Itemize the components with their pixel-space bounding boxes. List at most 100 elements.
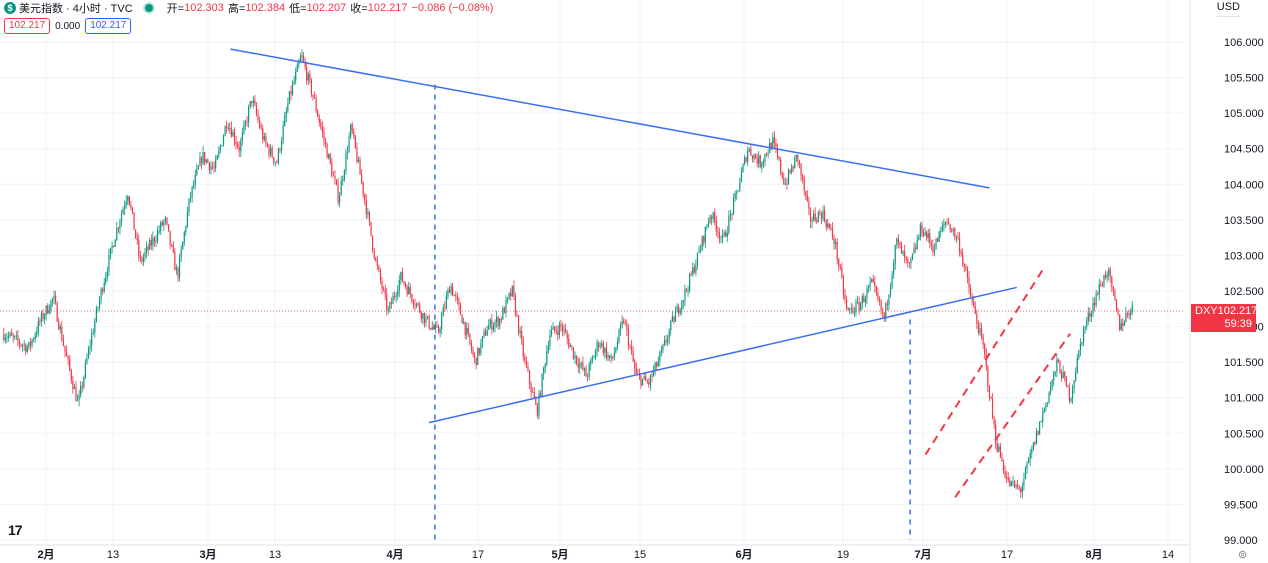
- candle-body: [1128, 313, 1130, 316]
- bar-countdown: 59:39: [1224, 318, 1252, 330]
- candle-body: [918, 236, 920, 240]
- candle-body: [596, 342, 598, 352]
- candle-body: [813, 213, 815, 221]
- candle-body: [838, 259, 840, 267]
- candle-body: [43, 315, 46, 320]
- candle-body: [522, 340, 524, 357]
- candle-body: [1012, 480, 1014, 482]
- price-axis[interactable]: 106.000 105.500 105.000 104.500 104.000 103.5…: [1189, 0, 1264, 563]
- candle-body: [593, 357, 595, 359]
- candle-body: [668, 330, 670, 339]
- candle-body: [72, 380, 74, 390]
- time-axis[interactable]: 2月 13 3月 13 4月 17 5月 15 6月 19 7月 17 8月 14: [0, 544, 1190, 561]
- candle-body: [470, 343, 473, 351]
- candle-body: [502, 308, 504, 320]
- candle-body: [136, 237, 138, 240]
- candle-body: [153, 237, 156, 242]
- candle-body: [966, 269, 969, 278]
- candle-body: [517, 315, 520, 333]
- candle-body: [969, 288, 972, 297]
- y-tick-label: 99.500: [1224, 499, 1258, 511]
- candle-body: [1017, 485, 1019, 487]
- currency-selector[interactable]: USD: [1216, 0, 1240, 17]
- candle-body: [464, 322, 466, 335]
- candle-body: [541, 373, 543, 396]
- candle-body: [144, 252, 146, 257]
- candle-body: [1024, 467, 1027, 479]
- price-tag-price: 102.217: [1217, 305, 1258, 317]
- candle-body: [266, 143, 269, 147]
- settings-icon[interactable]: ⊚: [1238, 549, 1248, 561]
- candle-body: [178, 257, 181, 278]
- candle-body: [364, 194, 366, 201]
- candle-body: [186, 211, 189, 227]
- candle-body: [246, 121, 248, 123]
- candle-body: [403, 281, 405, 284]
- candle-body: [147, 246, 149, 250]
- candle-body: [326, 144, 328, 159]
- candle-body: [894, 245, 896, 264]
- candle-body: [904, 251, 906, 257]
- candle-body: [103, 282, 105, 292]
- candle-body: [138, 239, 140, 256]
- candle-body: [745, 157, 747, 162]
- candle-body: [886, 303, 888, 305]
- candle-body: [357, 159, 360, 162]
- candle-body: [1020, 488, 1022, 493]
- candle-body: [612, 356, 614, 358]
- candle-body: [1071, 388, 1074, 399]
- x-tick-label: 13: [269, 549, 281, 561]
- candle-body: [893, 263, 895, 275]
- candle-body: [411, 294, 413, 301]
- candle-body: [485, 331, 487, 336]
- candle-body: [836, 241, 838, 260]
- candle-body: [977, 324, 980, 334]
- candle-body: [42, 313, 44, 320]
- candle-body: [1050, 387, 1052, 393]
- candle-body: [662, 344, 664, 351]
- candle-body: [1023, 478, 1025, 486]
- candle-body: [56, 302, 58, 322]
- candle-body: [871, 279, 873, 283]
- ask-price-box[interactable]: 102.217: [85, 18, 132, 34]
- candle-body: [431, 327, 433, 330]
- y-tick-label: 105.000: [1224, 108, 1264, 120]
- candle-body: [905, 256, 907, 260]
- candle-body: [166, 217, 168, 225]
- candle-body: [1054, 371, 1056, 373]
- candle-body: [569, 345, 571, 347]
- candle-body: [227, 128, 229, 129]
- candle-body: [492, 326, 495, 330]
- candle-body: [218, 150, 220, 156]
- symbol-title[interactable]: 美元指数 · 4小时 · TVC: [19, 3, 133, 15]
- candle-body: [605, 347, 608, 359]
- candle-body: [546, 351, 548, 365]
- candle-body: [867, 287, 870, 289]
- candle-body: [450, 286, 452, 293]
- candle-body: [222, 136, 225, 146]
- candle-body: [34, 334, 36, 340]
- candle-body: [452, 286, 454, 296]
- candle-body: [39, 320, 41, 322]
- candle-body: [696, 252, 699, 266]
- trend-lines[interactable]: [230, 48, 1071, 498]
- candle-body: [91, 334, 93, 346]
- candle-body: [306, 67, 308, 81]
- bid-price-box[interactable]: 102.217: [4, 18, 51, 34]
- candle-body: [711, 216, 713, 219]
- candle-body: [17, 335, 19, 341]
- candle-body: [1114, 291, 1116, 301]
- candle-body: [532, 391, 534, 393]
- tradingview-logo[interactable]: 17: [8, 522, 23, 538]
- candle-body: [652, 370, 655, 377]
- candle-body: [387, 309, 389, 311]
- candle-body: [878, 299, 881, 301]
- candle-body: [420, 312, 422, 319]
- candle-body: [786, 183, 788, 185]
- candle-body: [64, 345, 66, 352]
- candle-body: [889, 285, 892, 295]
- candle-body: [423, 313, 425, 324]
- candle-body: [759, 155, 761, 168]
- candle-body: [404, 283, 407, 287]
